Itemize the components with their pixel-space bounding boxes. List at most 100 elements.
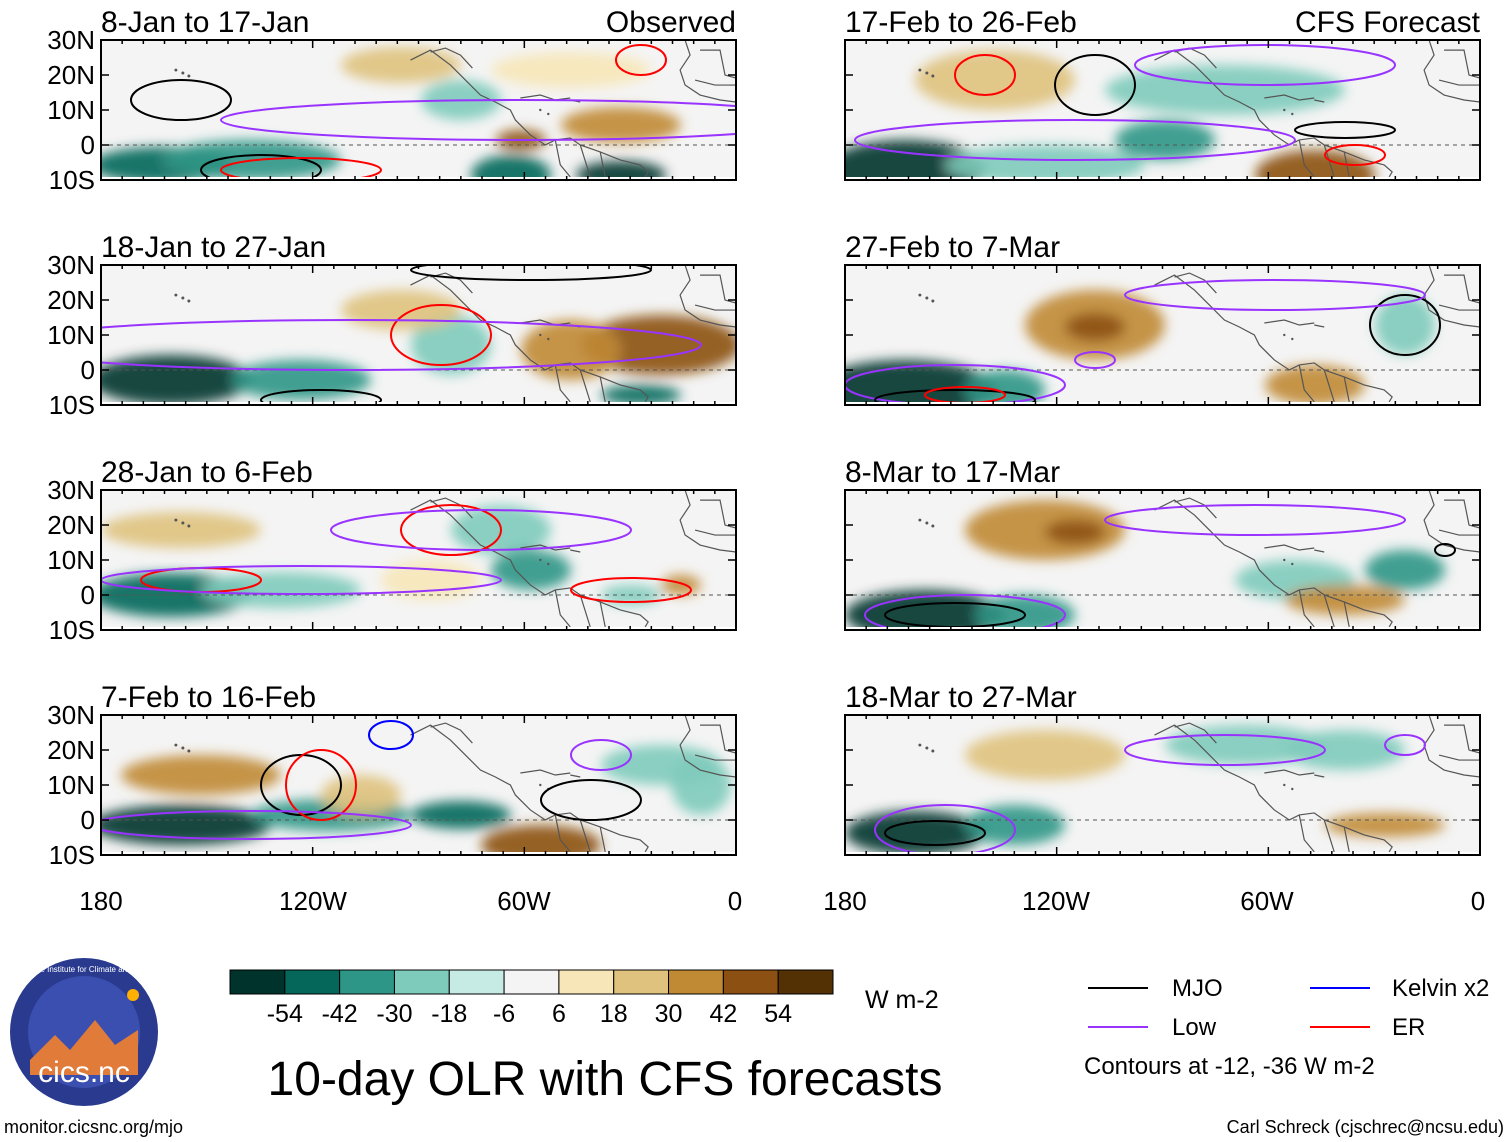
mjo-contour — [540, 779, 642, 821]
lon-tick-180-left: 180 — [79, 886, 122, 916]
er-contour — [924, 386, 1006, 402]
mjo-contour — [1434, 543, 1456, 557]
colorbar-swatch — [613, 969, 670, 995]
low-contour — [101, 810, 412, 840]
colorbar-tick-label: -42 — [322, 1000, 358, 1028]
olr-anomaly-patch — [1045, 520, 1105, 544]
olr-anomaly-patch — [161, 140, 341, 177]
low-contour — [854, 119, 1296, 161]
legend-contour-note: Contours at -12, -36 W m-2 — [1084, 1053, 1375, 1080]
olr-anomaly-patch — [576, 161, 666, 177]
lon-tick-0-left: 0 — [728, 886, 742, 916]
legend-mjo-label: MJO — [1172, 975, 1223, 1002]
panel-period-title: 8-Mar to 17-Mar — [845, 456, 1060, 489]
mjo-contour — [200, 154, 322, 177]
er-contour — [570, 577, 692, 603]
olr-anomaly-patch — [341, 290, 461, 330]
lon-tick-120w-left: 120W — [279, 886, 347, 916]
olr-anomaly-patch — [965, 730, 1125, 780]
lon-tick-0-right: 0 — [1471, 886, 1485, 916]
colorbar-swatch — [722, 969, 779, 995]
colorbar-swatch — [393, 969, 450, 995]
low-contour — [101, 565, 502, 595]
colorbar-tick-label: 30 — [655, 1000, 683, 1028]
colorbar-tick-label: 54 — [764, 1000, 792, 1028]
lat-tick-label: 20N — [47, 510, 95, 540]
lat-tick-label: 20N — [47, 285, 95, 315]
olr-anomaly-patch — [471, 155, 551, 177]
olr-anomaly-patch — [1375, 295, 1435, 355]
lon-tick-60w-right: 60W — [1240, 886, 1294, 916]
mjo-contour — [874, 389, 1036, 402]
colorbar: -54 -42 -30 -18 -6 6 18 30 42 54 — [229, 969, 834, 1028]
colorbar-tick-label: -54 — [267, 1000, 303, 1028]
panel-period-title: 17-Feb to 26-Feb — [845, 6, 1077, 39]
colorbar-swatch — [503, 969, 560, 995]
olr-anomaly-patch — [1115, 120, 1215, 160]
er-contour — [954, 54, 1016, 96]
olr-anomaly-patch — [411, 801, 511, 829]
map-panel: 17-Feb to 26-Feb CFS Forecast — [844, 6, 1481, 181]
colorbar-swatch — [339, 969, 395, 995]
panel-period-title: 28-Jan to 6-Feb — [101, 456, 313, 489]
logo-ring-text: Cooperative Institute for Climate and Sa… — [2, 965, 167, 974]
lat-tick-label: 0 — [81, 130, 95, 160]
mjo-contour — [1294, 121, 1396, 139]
panel-period-title: 7-Feb to 16-Feb — [101, 681, 316, 714]
lat-tick-label: 10N — [47, 95, 95, 125]
legend-er-label: ER — [1392, 1014, 1425, 1041]
lat-tick-label: 10N — [47, 770, 95, 800]
low-contour — [1384, 734, 1426, 756]
kelvin-contour — [368, 720, 414, 750]
colorbar-tick-label: 42 — [709, 1000, 737, 1028]
er-contour — [615, 44, 667, 76]
low-contour — [570, 739, 632, 771]
panel-period-title: 8-Jan to 17-Jan — [101, 6, 309, 39]
olr-anomaly-patch — [321, 775, 401, 815]
low-contour — [1134, 44, 1396, 86]
olr-anomaly-field — [845, 290, 1435, 402]
colorbar-tick-label: -30 — [376, 1000, 412, 1028]
olr-anomaly-patch — [381, 560, 481, 600]
low-contour — [1124, 734, 1326, 766]
olr-anomaly-patch — [661, 575, 701, 595]
panel-period-title: 18-Mar to 27-Mar — [845, 681, 1077, 714]
low-contour — [1104, 504, 1406, 536]
mjo-contour — [1054, 54, 1136, 116]
colorbar-swatch — [668, 969, 724, 995]
olr-anomaly-patch — [845, 590, 1005, 627]
colorbar-tick-label: 18 — [600, 1000, 628, 1028]
low-contour — [330, 509, 632, 551]
colorbar-tick-label: 6 — [552, 1000, 566, 1028]
low-contour — [1124, 279, 1426, 311]
colorbar-tick-label: -18 — [431, 1000, 467, 1028]
contour-legend: MJO Kelvin x2 Low ER Contours at -12, -3… — [1084, 975, 1489, 1080]
lon-tick-180-right: 180 — [823, 886, 866, 916]
map-panel: 8-Jan to 17-Jan Observed 30N 20N 10N 0 10S — [47, 6, 737, 195]
lat-tick-label: 20N — [47, 735, 95, 765]
olr-anomaly-patch — [965, 500, 1125, 560]
panel-source-tag: Observed — [606, 6, 736, 39]
olr-anomaly-patch — [341, 47, 461, 83]
er-contour — [220, 157, 382, 177]
low-contour — [874, 804, 1016, 852]
lat-tick-label: 30N — [47, 700, 95, 730]
mjo-contour — [260, 754, 342, 816]
lat-tick-label: 0 — [81, 580, 95, 610]
olr-anomaly-patch — [481, 825, 601, 852]
lon-tick-120w-right: 120W — [1022, 886, 1090, 916]
lat-tick-label: 10S — [49, 390, 95, 420]
olr-anomaly-patch — [1285, 730, 1405, 770]
er-contour — [285, 749, 357, 821]
olr-anomaly-patch — [101, 512, 261, 548]
colorbar-swatch — [284, 969, 341, 995]
olr-anomaly-patch — [1325, 813, 1445, 837]
colorbar-swatch — [448, 969, 505, 995]
olr-anomaly-patch — [601, 385, 681, 402]
lat-tick-label: 30N — [47, 475, 95, 505]
map-panel: 8-Mar to 17-Mar — [844, 456, 1481, 631]
panel-grid: 8-Jan to 17-Jan Observed30N20N10N010S18-J… — [47, 6, 1481, 870]
